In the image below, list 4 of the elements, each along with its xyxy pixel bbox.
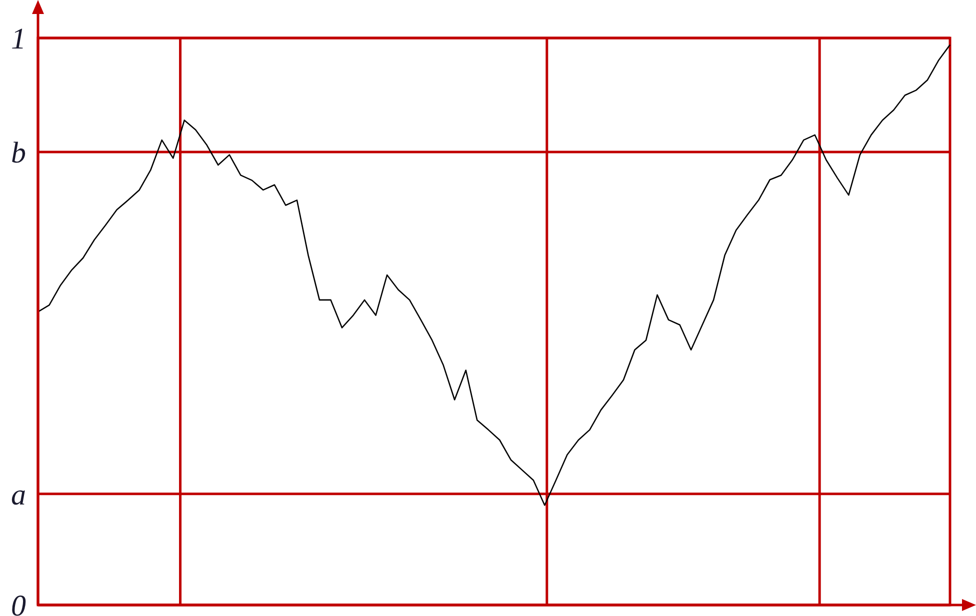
y-tick-label: 0: [11, 590, 26, 616]
y-tick-label: b: [11, 136, 26, 170]
y-tick-label: a: [11, 478, 26, 512]
y-tick-label: 1: [11, 22, 26, 56]
